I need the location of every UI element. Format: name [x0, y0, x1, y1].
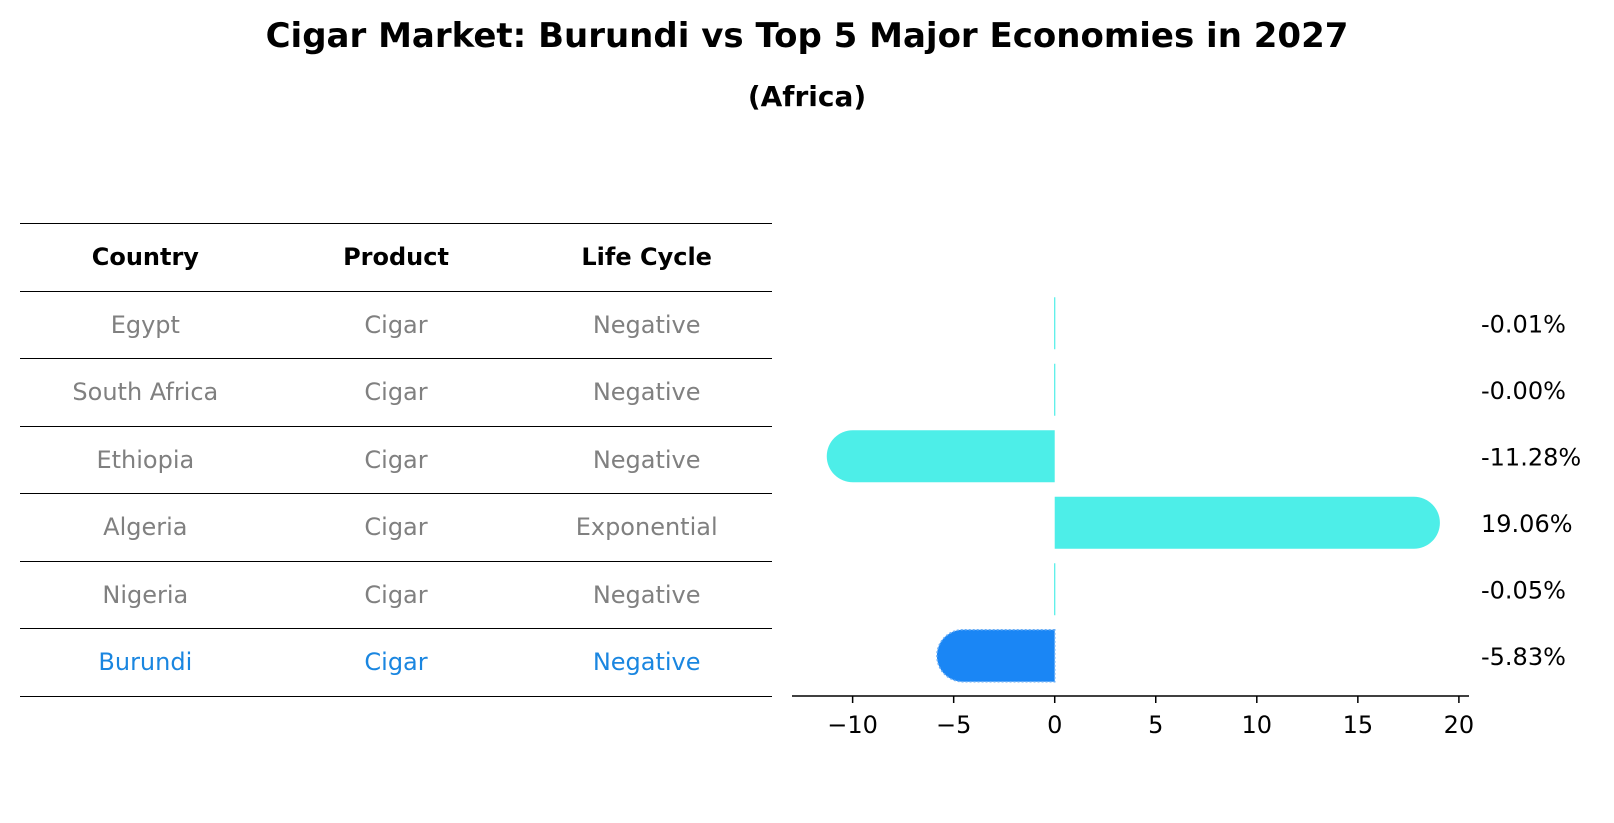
- bar-nigeria: [1054, 563, 1056, 616]
- table-header-row: Country Product Life Cycle: [20, 223, 772, 292]
- bar-value-label: -0.01%: [1481, 310, 1566, 338]
- x-tick-label: 10: [1242, 711, 1273, 739]
- cell-life-cycle: Negative: [592, 378, 701, 407]
- chart-title: Cigar Market: Burundi vs Top 5 Major Eco…: [265, 16, 1349, 56]
- bar-egypt: [1054, 297, 1056, 350]
- bar-value-label: -11.28%: [1481, 443, 1581, 471]
- header-product: Product: [343, 243, 449, 272]
- bar-algeria: [1054, 496, 1440, 549]
- cell-product: Cigar: [364, 648, 428, 677]
- cell-country: Algeria: [103, 513, 188, 542]
- cell-country: Ethiopia: [96, 445, 195, 474]
- cell-product: Cigar: [364, 445, 428, 474]
- table-row: Egypt Cigar Negative: [20, 292, 772, 359]
- bar-ethiopia: [826, 430, 1055, 483]
- cell-product: Cigar: [364, 513, 428, 542]
- header-life-cycle: Life Cycle: [581, 243, 712, 272]
- bar-south-africa: [1054, 363, 1056, 416]
- cell-life-cycle: Negative: [592, 310, 701, 339]
- cell-life-cycle: Negative: [592, 648, 701, 677]
- cell-country: Egypt: [110, 310, 180, 339]
- cell-product: Cigar: [364, 310, 428, 339]
- cell-life-cycle: Negative: [592, 580, 701, 609]
- cell-country: Nigeria: [102, 580, 189, 609]
- x-tick-label: 0: [1047, 711, 1062, 739]
- x-tick-label: −10: [827, 711, 878, 739]
- table-row: South Africa Cigar Negative: [20, 359, 772, 427]
- x-tick-label: 5: [1148, 711, 1163, 739]
- bar-value-label: -0.05%: [1481, 576, 1566, 604]
- x-tick-label: 20: [1444, 711, 1475, 739]
- cell-country: Burundi: [98, 648, 193, 677]
- bar-burundi: [936, 629, 1056, 683]
- cell-product: Cigar: [364, 378, 428, 407]
- bar-value-label: 19.06%: [1481, 510, 1573, 538]
- cell-country: South Africa: [72, 378, 219, 407]
- x-tick-label: −5: [936, 711, 971, 739]
- bar-value-label: -5.83%: [1481, 643, 1566, 671]
- cell-life-cycle: Negative: [592, 445, 701, 474]
- table-row: Nigeria Cigar Negative: [20, 562, 772, 629]
- data-table: Country Product Life Cycle Egypt Cigar N…: [20, 223, 772, 697]
- cell-product: Cigar: [364, 580, 428, 609]
- table-row: Ethiopia Cigar Negative: [20, 427, 772, 494]
- header-country: Country: [91, 243, 199, 272]
- bar-value-label: -0.00%: [1481, 377, 1566, 405]
- table-row: Algeria Cigar Exponential: [20, 494, 772, 562]
- x-tick-label: 15: [1343, 711, 1374, 739]
- chart-subtitle: (Africa): [747, 80, 867, 113]
- table-row-highlight: Burundi Cigar Negative: [20, 629, 772, 697]
- cell-life-cycle: Exponential: [575, 513, 718, 542]
